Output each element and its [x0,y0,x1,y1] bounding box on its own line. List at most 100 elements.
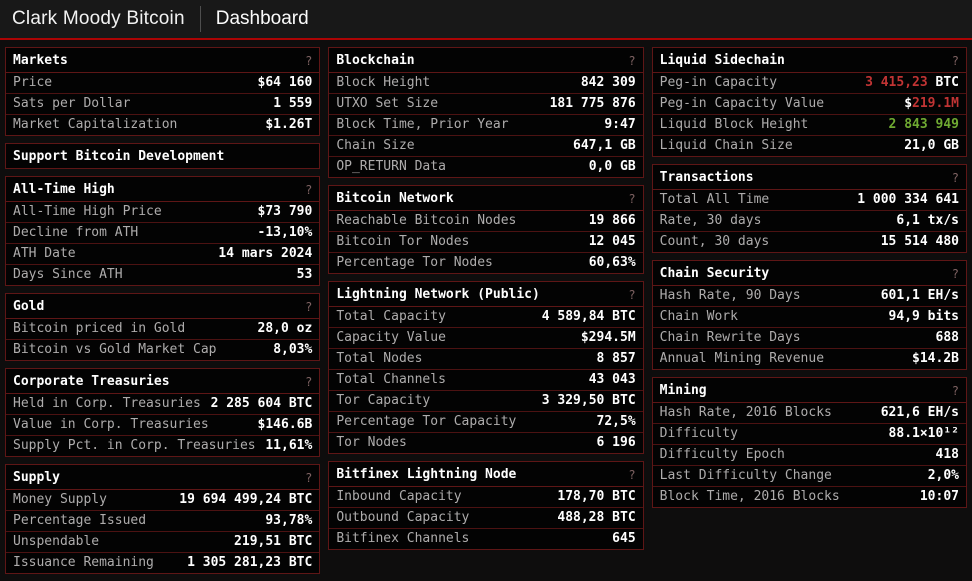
brand-title[interactable]: Clark Moody Bitcoin [12,8,185,29]
help-icon[interactable]: ? [951,266,959,281]
stat-row-block-time-prior-year: Block Time, Prior Year 9:47 [329,114,643,135]
stat-value: 621,6 EH/s [880,405,959,420]
panel-title-bar: Chain Security? [652,261,966,286]
stat-row-total-channels: Total Channels 43 043 [329,369,643,390]
stat-value: 645 [612,531,636,546]
stat-row-hash-rate-90-days: Hash Rate, 90 Days 601,1 EH/s [653,286,966,306]
stat-row-days-since-ath: Days Since ATH 53 [6,264,320,285]
stat-label: Days Since ATH [13,267,123,282]
panel-title: Supply [13,470,60,485]
help-icon[interactable]: ? [628,467,636,482]
stat-row-issuance-remaining: Issuance Remaining 1 305 281,23 BTC [6,552,320,573]
stat-label: Tor Nodes [336,435,407,450]
stat-label: Liquid Block Height [659,117,809,132]
stat-row-total-nodes: Total Nodes 8 857 [329,348,643,369]
stat-label: Rate, 30 days [659,213,762,228]
help-icon[interactable]: ? [628,53,636,68]
stat-value: 178,70 BTC [557,489,636,504]
stat-row-price: Price $64 160 [6,73,319,93]
stat-value: 181 775 876 [549,96,636,111]
stat-value: 93,78% [265,513,313,528]
stat-value: 2 285 604 BTC [210,396,313,411]
stat-value: 219,51 BTC [234,534,313,549]
stat-label: Percentage Tor Nodes [336,255,493,270]
panel-gold: Gold? Bitcoin priced in Gold 28,0 oz Bitcoi… [5,293,321,361]
help-icon[interactable]: ? [951,383,959,398]
stat-label: Difficulty Epoch [659,447,785,462]
stat-label: Held in Corp. Treasuries [13,396,201,411]
stat-label: Block Height [336,75,431,90]
panel-title-bar: All-Time High? [6,177,320,202]
help-icon[interactable]: ? [628,191,636,206]
stat-row-last-difficulty-change: Last Difficulty Change 2,0% [652,465,966,486]
help-icon[interactable]: ? [628,287,636,302]
stat-value: 2 843 949 [889,118,959,132]
stat-label: Block Time, 2016 Blocks [659,489,840,504]
stat-row-rate-30-days: Rate, 30 days 6,1 tx/s [652,210,966,231]
stat-label: Chain Rewrite Days [659,330,801,345]
help-icon[interactable]: ? [305,470,313,485]
stat-row-money-supply: Money Supply 19 694 499,24 BTC [6,490,319,510]
stat-label: Value in Corp. Treasuries [13,417,209,432]
panel-title: Corporate Treasuries [13,374,170,389]
panel-blockchain: Blockchain? Block Height 842 309 UTXO Set S… [328,47,644,178]
panel-corporate-treasuries: Corporate Treasuries? Held in Corp. Treas… [5,368,321,457]
stat-label: All-Time High Price [13,204,162,219]
stat-value: 418 [935,447,959,462]
panel-bitcoin-network: Bitcoin Network? Reachable Bitcoin Nodes 1… [328,185,644,274]
dashboard-grid: Markets? Price $64 160 Sats per Dollar 1 559… [0,40,972,581]
panel-bitfinex-lightning-node: Bitfinex Lightning Node? Inbound Capacity… [328,461,644,550]
stat-label: Chain Size [336,138,415,153]
stat-label: Count, 30 days [659,234,770,249]
stat-label: ATH Date [13,246,76,261]
stat-value: 0,0 GB [588,159,636,174]
stat-label: Decline from ATH [13,225,139,240]
stat-label: Liquid Chain Size [659,138,793,153]
stat-row-hash-rate-2016-blocks: Hash Rate, 2016 Blocks 621,6 EH/s [653,403,966,423]
panel-title: Liquid Sidechain [659,53,785,68]
column-right: Liquid Sidechain? Peg-in Capacity 3 415,23… [651,47,967,574]
panel-title-bar: Lightning Network (Public)? [329,282,643,307]
stat-row-count-30-days: Count, 30 days 15 514 480 [652,231,966,252]
stat-row-bitcoin-tor-nodes: Bitcoin Tor Nodes 12 045 [329,231,643,252]
stat-row-difficulty-epoch: Difficulty Epoch 418 [652,444,966,465]
stat-value: 94,9 bits [888,309,959,324]
help-icon[interactable]: ? [305,299,313,314]
stat-value: 1 000 334 641 [857,192,959,207]
stat-value: $64 160 [257,75,313,90]
panel-title-bar: Liquid Sidechain? [652,48,966,73]
stat-row-peg-in-capacity-value: Peg-in Capacity Value $219.1M [652,93,966,114]
stat-label: Chain Work [659,309,738,324]
help-icon[interactable]: ? [305,182,313,197]
stat-row-decline-from-ath: Decline from ATH -13,10% [6,222,320,243]
panel-title: Lightning Network (Public) [336,287,540,302]
panel-title-bar: Support Bitcoin Development [6,144,319,168]
help-icon[interactable]: ? [951,53,959,68]
stat-row-tor-capacity: Tor Capacity 3 329,50 BTC [329,390,643,411]
panel-lightning-network-public: Lightning Network (Public)? Total Capacit… [328,281,644,454]
stat-value: 88.1×10¹² [888,426,959,441]
help-icon[interactable]: ? [305,53,313,68]
column-middle: Blockchain? Block Height 842 309 UTXO Set S… [328,47,644,574]
stat-label: Market Capitalization [13,117,178,132]
help-icon[interactable]: ? [305,374,313,389]
stat-row-ath-date: ATH Date 14 mars 2024 [6,243,320,264]
stat-row-outbound-capacity: Outbound Capacity 488,28 BTC [329,507,643,528]
stat-value: 10:07 [919,489,959,504]
stat-row-capacity-value: Capacity Value $294.5M [329,327,643,348]
stat-label: Outbound Capacity [336,510,470,525]
panel-supply: Supply? Money Supply 19 694 499,24 BTC Perc… [5,464,321,574]
stat-row-liquid-chain-size: Liquid Chain Size 21,0 GB [652,135,966,156]
header-divider [199,6,201,32]
page-title: Dashboard [215,8,309,29]
stat-value: 9:47 [604,117,636,132]
panel-title-bar: Supply? [6,465,320,490]
stat-value: 12 045 [588,234,636,249]
stat-value-part: 219.1M [912,96,959,111]
stat-row-percentage-issued: Percentage Issued 93,78% [6,510,320,531]
help-icon[interactable]: ? [951,170,959,185]
stat-value: 11,61% [265,438,313,453]
stat-value: 43 043 [588,372,636,387]
stat-value: $146.6B [257,417,313,432]
stat-row-utxo-set-size: UTXO Set Size 181 775 876 [329,93,643,114]
